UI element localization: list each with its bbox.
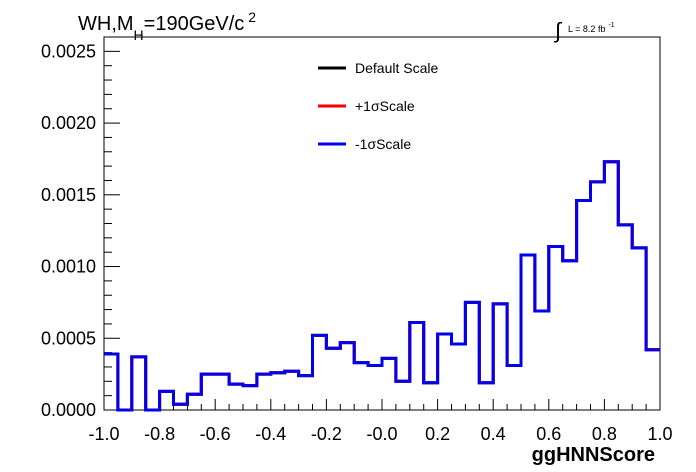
lumi-text: L = 8.2 fb — [568, 24, 605, 34]
title-main: =190GeV/c — [144, 13, 245, 35]
x-tick-label: -0.0 — [366, 424, 397, 444]
series-line-1 — [104, 160, 660, 412]
lumi-integral-symbol: ∫ — [553, 18, 563, 43]
legend: Default Scale +1σScale -1σScale — [318, 60, 438, 152]
x-tick-label: -0.8 — [144, 424, 175, 444]
y-tick-label: 0.0005 — [41, 328, 96, 348]
x-tick-label: 0.4 — [481, 424, 506, 444]
series-line-0 — [104, 160, 660, 412]
x-tick-label: 0.2 — [425, 424, 450, 444]
y-tick-label: 0.0025 — [41, 41, 96, 61]
x-axis-title: ggHNNScore — [532, 444, 655, 466]
x-axis: -1.0 -0.8 -0.6 -0.4 -0.2 -0.0 0.2 0.4 0.6 0.8 1.0 — [88, 399, 673, 444]
title-superscript: 2 — [248, 9, 256, 25]
x-tick-label: -0.2 — [311, 424, 342, 444]
title-subscript: H — [134, 27, 144, 43]
lumi-label: L = 8.2 fb -1 — [568, 22, 615, 34]
y-tick-label: 0.0000 — [41, 400, 96, 420]
x-tick-label: 0.6 — [536, 424, 561, 444]
x-tick-label: -1.0 — [88, 424, 119, 444]
x-tick-label: -0.4 — [255, 424, 286, 444]
series-line-2 — [104, 160, 660, 412]
legend-label-0: Default Scale — [355, 60, 438, 76]
x-tick-label: 1.0 — [647, 424, 672, 444]
y-tick-label: 0.0010 — [41, 257, 96, 277]
x-tick-label: 0.8 — [592, 424, 617, 444]
y-axis: 0.0000 0.0005 0.0010 0.0015 0.0020 0.0025 — [41, 36, 120, 420]
y-tick-label: 0.0015 — [41, 185, 96, 205]
y-tick-label: 0.0020 — [41, 113, 96, 133]
legend-label-1: +1σScale — [355, 98, 415, 114]
title-prefix: WH,M — [78, 13, 134, 35]
series-layer — [104, 160, 660, 412]
lumi-superscript: -1 — [608, 22, 614, 29]
legend-label-2: -1σScale — [355, 136, 411, 152]
chart-title: WH,MH=190GeV/c 2 — [78, 9, 256, 43]
x-tick-label: -0.6 — [200, 424, 231, 444]
